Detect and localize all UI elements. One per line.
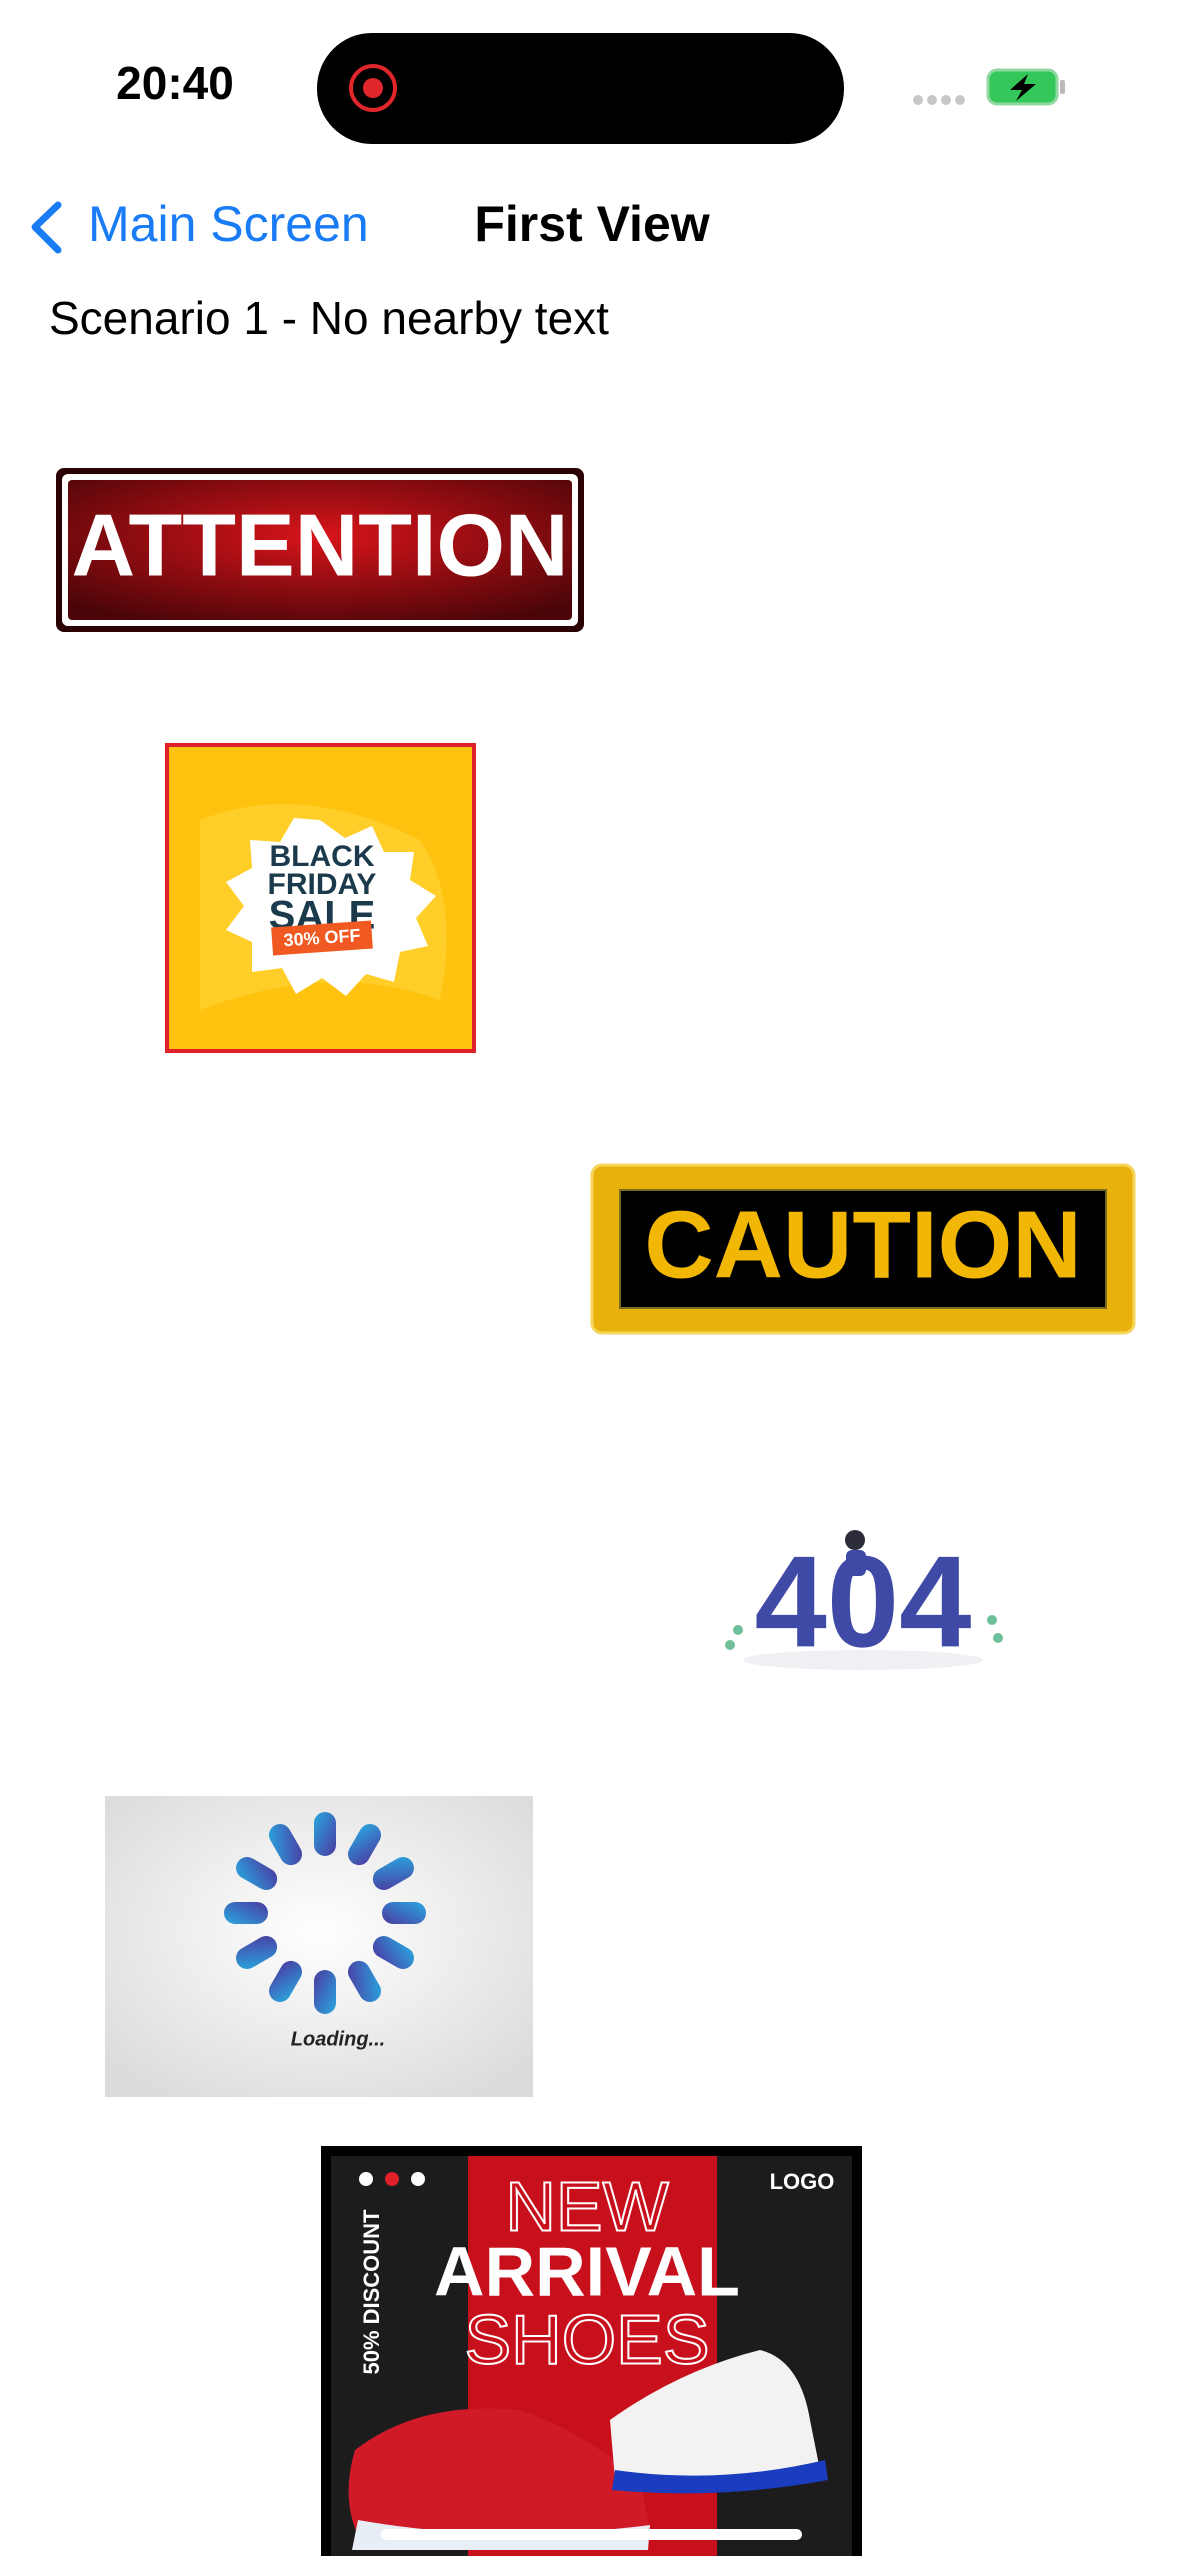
record-dot: [363, 78, 383, 98]
attention-text: ATTENTION: [72, 495, 569, 594]
poster-line-1: NEW: [505, 2167, 668, 2245]
status-time: 20:40: [116, 57, 234, 109]
dynamic-island: [317, 33, 844, 144]
poster-line-3: SHOES: [464, 2300, 709, 2378]
battery: [986, 68, 1065, 106]
caution-text: CAUTION: [644, 1191, 1081, 1298]
subtitle: Scenario 1 - No nearby text: [49, 292, 609, 344]
poster-discount: 50% DISCOUNT: [359, 2209, 384, 2375]
poster-line-2: ARRIVAL: [434, 2232, 740, 2310]
loading-image: Loading...: [105, 1796, 533, 2097]
back-chevron[interactable]: [31, 201, 62, 254]
poster-logo: LOGO: [770, 2169, 835, 2194]
shoes-image: LOGO 50% DISCOUNT NEW ARRIVAL SHOES: [321, 2146, 862, 2556]
back-button[interactable]: Main Screen: [88, 196, 369, 252]
caution-image: CAUTION: [590, 1163, 1136, 1335]
not-found-text: 404: [755, 1528, 972, 1674]
not-found-image: 404: [725, 1528, 1003, 1674]
signal: [913, 95, 965, 105]
loading-text: Loading...: [291, 2028, 385, 2050]
record-indicator: [349, 64, 397, 112]
home-indicator: [381, 2529, 802, 2540]
bf-line-2: FRIDAY: [268, 868, 377, 901]
spinner: [224, 1812, 426, 2014]
attention-image: ATTENTION: [56, 468, 584, 632]
bf-line-1: BLACK: [270, 840, 375, 873]
nav-title: First View: [474, 196, 709, 252]
black-friday-image: BLACK FRIDAY SALE 30% OFF: [165, 743, 476, 1053]
